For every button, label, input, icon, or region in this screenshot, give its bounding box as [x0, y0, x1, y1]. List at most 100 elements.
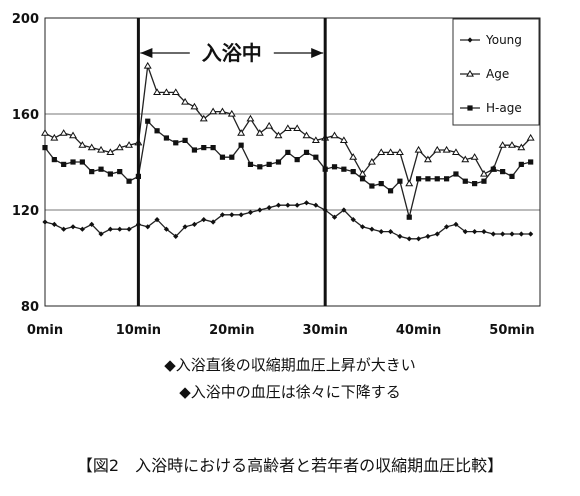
- legend-label-h-age: H-age: [486, 101, 522, 115]
- point-young: [210, 219, 216, 225]
- point-h-age: [238, 142, 244, 148]
- point-age: [237, 129, 246, 136]
- point-age: [358, 169, 367, 177]
- point-young: [51, 221, 57, 227]
- point-h-age: [126, 178, 132, 184]
- point-age: [87, 143, 96, 151]
- point-age: [433, 145, 442, 153]
- point-young: [145, 224, 151, 230]
- point-h-age: [294, 157, 300, 163]
- point-h-age: [98, 166, 104, 172]
- point-h-age: [145, 118, 151, 124]
- point-age: [330, 131, 339, 139]
- point-age: [442, 145, 451, 153]
- point-young: [98, 231, 104, 237]
- point-age: [125, 141, 134, 148]
- point-age: [339, 136, 348, 143]
- point-age: [451, 148, 460, 155]
- point-h-age: [117, 169, 123, 175]
- point-age: [246, 114, 255, 122]
- point-h-age: [406, 214, 412, 220]
- point-h-age: [313, 154, 319, 160]
- point-h-age: [350, 169, 356, 175]
- point-age: [59, 129, 68, 136]
- y-tick-label: 200: [12, 12, 39, 27]
- point-age: [405, 179, 414, 187]
- legend-label-age: Age: [486, 67, 509, 81]
- point-h-age: [378, 181, 384, 187]
- y-tick-label: 120: [12, 204, 39, 219]
- point-h-age: [387, 188, 394, 194]
- point-young: [425, 233, 431, 239]
- note-second: ◆入浴中の血圧は徐々に下降する: [179, 383, 401, 401]
- point-age: [479, 169, 488, 177]
- legend-marker-young: [467, 37, 473, 43]
- point-age: [190, 102, 199, 110]
- point-young: [191, 221, 198, 227]
- point-young: [266, 205, 272, 211]
- legend-marker-h-age: [467, 105, 473, 111]
- point-h-age: [247, 161, 254, 167]
- point-age: [470, 153, 479, 160]
- point-young: [154, 217, 160, 223]
- point-young: [117, 226, 123, 232]
- series-line-young: [44, 202, 531, 240]
- point-h-age: [70, 159, 76, 165]
- point-age: [498, 141, 507, 148]
- x-tick-label: 10min: [116, 323, 161, 338]
- point-h-age: [425, 176, 431, 182]
- point-h-age: [509, 173, 515, 179]
- point-young: [42, 219, 48, 225]
- legend-box: [452, 18, 540, 126]
- point-young: [275, 202, 282, 208]
- point-age: [283, 124, 292, 131]
- point-young: [303, 200, 310, 206]
- x-tick-label: 20min: [209, 323, 254, 338]
- point-age: [50, 133, 59, 141]
- series-age: [41, 61, 535, 187]
- point-age: [367, 157, 376, 165]
- point-young: [126, 226, 132, 232]
- point-age: [395, 148, 404, 155]
- point-h-age: [528, 159, 534, 165]
- point-young: [453, 221, 459, 227]
- point-age: [162, 88, 171, 95]
- point-age: [69, 131, 77, 139]
- point-h-age: [154, 128, 160, 134]
- point-h-age: [191, 147, 198, 153]
- point-young: [89, 221, 95, 227]
- point-h-age: [472, 181, 478, 187]
- point-h-age: [229, 154, 235, 160]
- point-age: [171, 88, 180, 95]
- series-h-age: [42, 118, 534, 220]
- point-h-age: [500, 169, 506, 175]
- point-age: [517, 143, 526, 151]
- point-young: [415, 236, 422, 242]
- point-h-age: [182, 137, 188, 143]
- point-young: [163, 226, 170, 232]
- bath-period-label: 入浴中: [202, 41, 262, 65]
- point-young: [359, 224, 366, 230]
- plot-area-frame: [44, 17, 541, 307]
- point-h-age: [518, 161, 524, 167]
- point-h-age: [257, 164, 263, 170]
- point-h-age: [173, 140, 179, 146]
- point-age: [349, 153, 358, 160]
- point-h-age: [369, 183, 375, 189]
- series-layer: [41, 61, 535, 242]
- point-age: [218, 107, 227, 115]
- series-young: [42, 200, 534, 242]
- point-young: [219, 212, 226, 218]
- point-young: [462, 229, 468, 235]
- y-tick-label: 80: [21, 300, 39, 315]
- point-age: [115, 143, 124, 151]
- point-young: [294, 202, 300, 208]
- point-young: [238, 212, 244, 218]
- point-young: [285, 202, 291, 208]
- point-age: [97, 145, 106, 153]
- point-h-age: [359, 176, 366, 182]
- point-young: [182, 224, 188, 230]
- point-age: [41, 129, 49, 136]
- point-young: [70, 224, 76, 230]
- point-age: [293, 124, 302, 131]
